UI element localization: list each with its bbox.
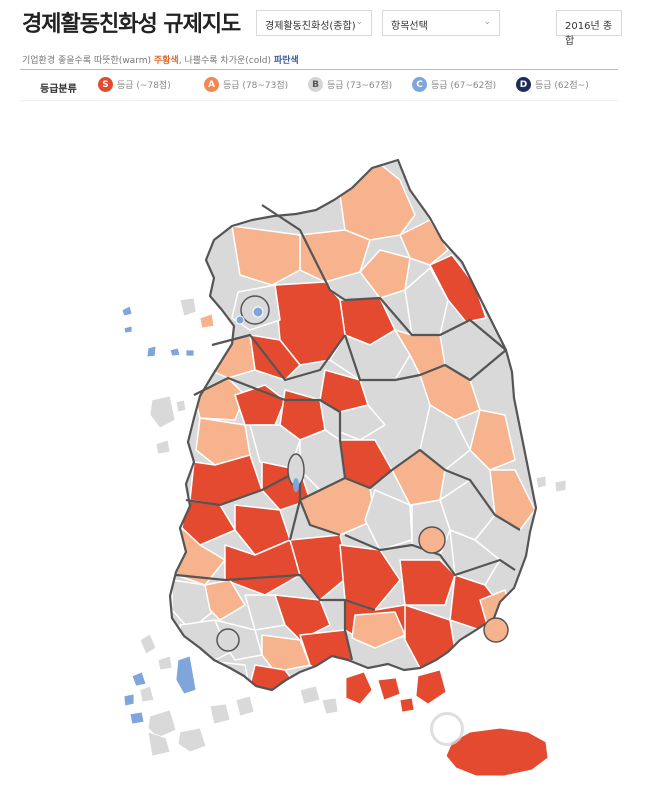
description-warm: 주황색	[154, 56, 179, 66]
legend-item-c: C 등급 (67~62점)	[412, 77, 496, 92]
category-select-value: 경제활동친화성(종합)	[265, 21, 356, 32]
region-gyeonggi-north	[232, 226, 300, 285]
watermark-logo	[430, 712, 464, 746]
gwangju-outline	[217, 629, 239, 651]
description-cold: 파란색	[274, 56, 299, 66]
chevron-down-icon: ⌄	[483, 17, 491, 27]
item-select[interactable]: 항목선택 ⌄	[382, 10, 500, 36]
legend-item-label: 등급 (67~62점)	[431, 78, 496, 91]
year-select[interactable]: 2016년 종합	[556, 10, 622, 36]
daegu-outline	[419, 527, 445, 553]
legend-item-label: 등급 (73~67점)	[327, 78, 392, 91]
category-select[interactable]: 경제활동친화성(종합) ⌄	[256, 10, 372, 36]
daejeon-cold-district	[293, 478, 299, 492]
busan-outline	[484, 618, 508, 642]
grade-d-badge: D	[516, 77, 531, 92]
page-title: 경제활동친화성 규제지도	[22, 6, 240, 38]
description-middle: , 나쁠수록 차가운(cold)	[179, 56, 274, 66]
legend-item-d: D 등급 (62점~)	[516, 77, 589, 92]
legend-item-label: 등급 (62점~)	[535, 78, 589, 91]
legend-item-label: 등급 (~78점)	[117, 78, 171, 91]
legend-item-label: 등급 (78~73점)	[223, 78, 288, 91]
seoul-cold-district	[253, 307, 263, 317]
korea-regulation-map	[0, 100, 666, 802]
region-changnyeong	[400, 560, 455, 605]
grade-c-badge: C	[412, 77, 427, 92]
grade-b-badge: B	[308, 77, 323, 92]
header-divider	[20, 69, 618, 70]
grade-s-badge: S	[98, 77, 113, 92]
legend-item-a: A 등급 (78~73점)	[204, 77, 288, 92]
description-prefix: 기업환경 좋을수록 따뜻한(warm)	[22, 56, 154, 66]
legend-item-s: S 등급 (~78점)	[98, 77, 171, 92]
legend-item-b: B 등급 (73~67점)	[308, 77, 392, 92]
map-description: 기업환경 좋을수록 따뜻한(warm) 주황색, 나쁠수록 차가운(cold) …	[22, 53, 299, 66]
item-select-value: 항목선택	[391, 21, 428, 32]
year-select-value: 2016년 종합	[565, 21, 612, 47]
incheon-cold-district	[236, 316, 244, 324]
legend-title: 등급분류	[40, 80, 77, 95]
grade-a-badge: A	[204, 77, 219, 92]
chevron-down-icon: ⌄	[355, 17, 363, 27]
